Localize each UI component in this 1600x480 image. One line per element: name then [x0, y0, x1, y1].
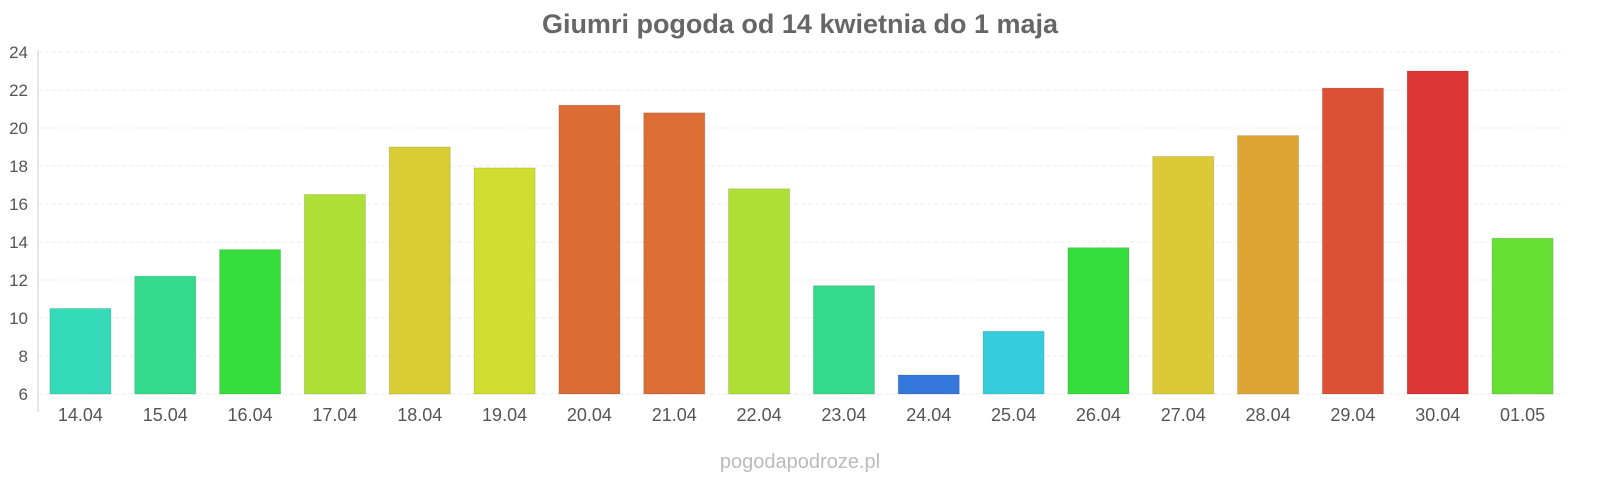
bar-28.04: [1237, 135, 1300, 395]
bar-19.04: [473, 167, 536, 395]
y-tick-label: 16: [9, 195, 28, 214]
bar-17.04: [303, 194, 366, 395]
x-tick-label: 28.04: [1246, 405, 1291, 425]
bar-16.04: [219, 249, 282, 395]
y-tick-label: 8: [19, 347, 28, 366]
y-tick-label: 14: [9, 233, 28, 252]
bar-23.04: [812, 285, 875, 395]
x-tick-label: 14.04: [58, 405, 103, 425]
bar-21.04: [643, 112, 706, 395]
x-tick-label: 21.04: [652, 405, 697, 425]
bar-30.04: [1406, 70, 1469, 395]
bar-27.04: [1152, 156, 1215, 395]
x-tick-label: 16.04: [228, 405, 273, 425]
x-tick-label: 19.04: [482, 405, 527, 425]
bar-24.04: [897, 374, 960, 395]
bar-15.04: [134, 275, 197, 395]
bar-01.05: [1491, 237, 1554, 395]
x-tick-label: 29.04: [1330, 405, 1375, 425]
x-tick-label: 18.04: [397, 405, 442, 425]
x-tick-label: 30.04: [1415, 405, 1460, 425]
x-tick-label: 01.05: [1500, 405, 1545, 425]
bar-18.04: [388, 146, 451, 395]
x-tick-label: 26.04: [1076, 405, 1121, 425]
bar-14.04: [49, 308, 112, 395]
grid-lines: [38, 51, 1565, 395]
x-tick-label: 24.04: [906, 405, 951, 425]
x-tick-label: 25.04: [991, 405, 1036, 425]
y-tick-label: 24: [9, 43, 28, 62]
y-tick-label: 22: [9, 81, 28, 100]
x-tick-label: 20.04: [567, 405, 612, 425]
y-tick-label: 18: [9, 157, 28, 176]
x-tick-label: 27.04: [1161, 405, 1206, 425]
y-tick-label: 12: [9, 271, 28, 290]
bars: [49, 70, 1554, 395]
bar-20.04: [558, 104, 621, 395]
y-tick-label: 10: [9, 309, 28, 328]
bar-22.04: [728, 188, 791, 395]
x-tick-label: 23.04: [821, 405, 866, 425]
bar-29.04: [1321, 87, 1384, 395]
bar-26.04: [1067, 247, 1130, 395]
x-tick-label: 15.04: [143, 405, 188, 425]
source-watermark: pogodapodroze.pl: [720, 451, 880, 473]
y-tick-label: 6: [19, 385, 28, 404]
x-tick-label: 22.04: [737, 405, 782, 425]
y-axis-ticks: 6 8 10 12 14 16 18 20 22 24: [9, 43, 28, 404]
x-axis-ticks: 14.04 15.04 16.04 17.04 18.04 19.04 20.04 21.04…: [58, 405, 1545, 425]
bar-25.04: [982, 330, 1045, 395]
y-tick-label: 20: [9, 119, 28, 138]
x-tick-label: 17.04: [312, 405, 357, 425]
chart-title: Giumri pogoda od 14 kwietnia do 1 maja: [542, 9, 1059, 39]
